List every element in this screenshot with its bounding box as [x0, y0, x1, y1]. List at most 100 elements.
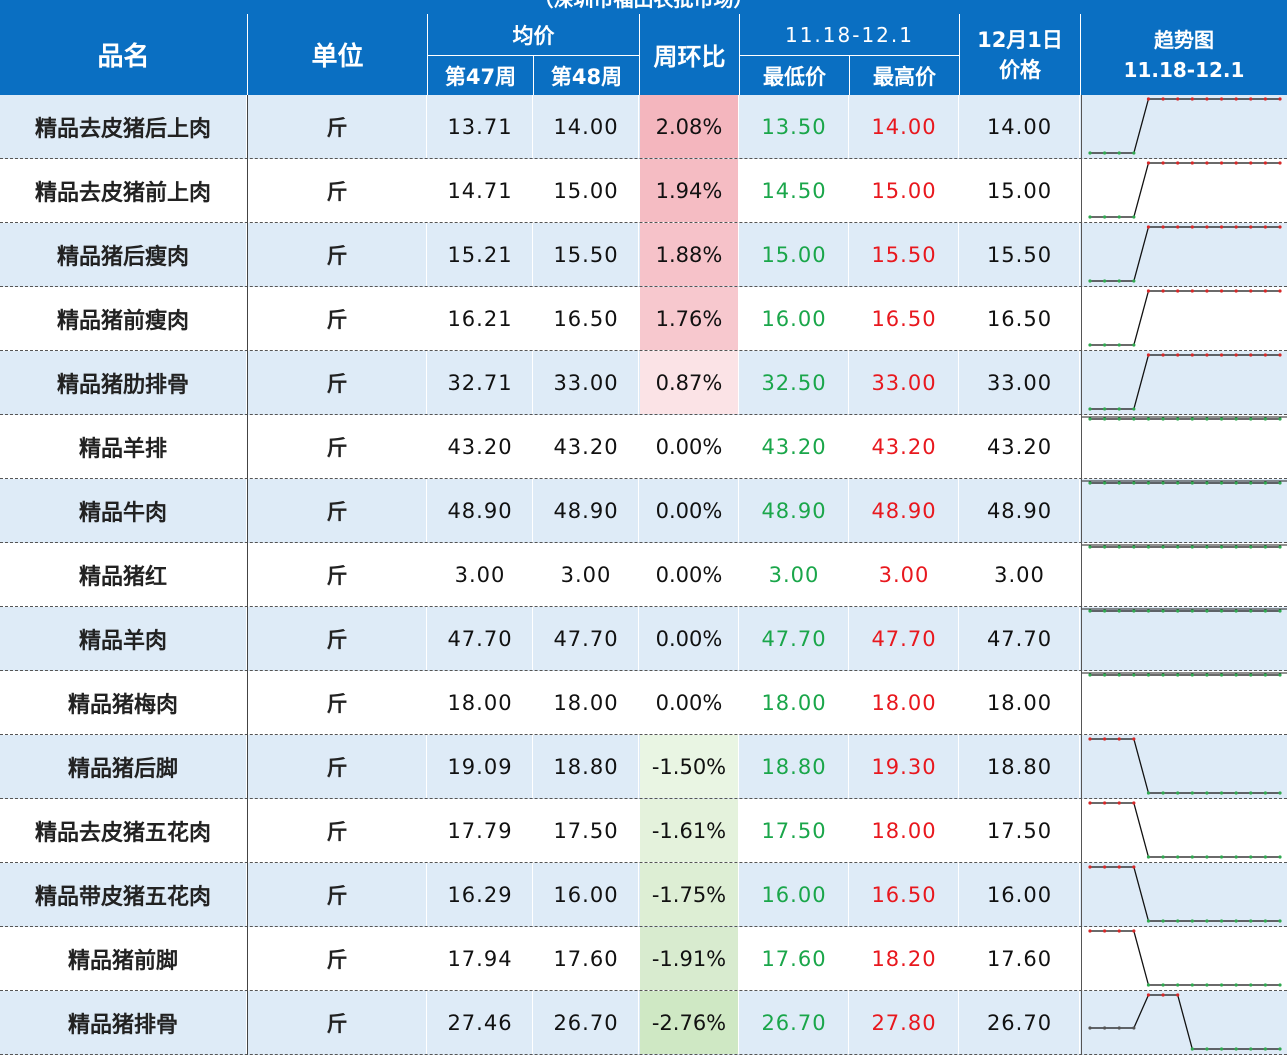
week47-price: 16.21: [428, 287, 533, 350]
week48-price: 14.00: [534, 95, 639, 158]
lowest-price: 13.50: [740, 95, 849, 158]
week-on-week-change: 0.00%: [640, 543, 739, 606]
lowest-price: 18.00: [740, 671, 849, 734]
trend-sparkline: [1081, 863, 1287, 926]
week47-price: 15.21: [428, 223, 533, 286]
unit-cell: 斤: [248, 607, 427, 670]
lowest-price: 43.20: [740, 415, 849, 478]
week-on-week-change: -1.50%: [640, 735, 739, 798]
header-unit: 单位: [311, 42, 364, 72]
unit-cell: 斤: [248, 351, 427, 414]
highest-price: 18.20: [850, 927, 959, 990]
product-name: 精品去皮猪前上肉: [0, 159, 247, 222]
dec1-price: 47.70: [960, 607, 1080, 670]
table-row: 精品猪后瘦肉斤 15.21 15.50 1.88% 15.00 15.50 15.50: [0, 223, 1287, 287]
trend-sparkline: [1081, 415, 1287, 478]
highest-price: 18.00: [850, 799, 959, 862]
table-row: 精品去皮猪五花肉斤 17.79 17.50 -1.61% 17.50 18.00 17.50: [0, 799, 1287, 863]
week47-price: 13.71: [428, 95, 533, 158]
dec1-price: 17.50: [960, 799, 1080, 862]
week47-price: 16.29: [428, 863, 533, 926]
trend-sparkline: [1081, 479, 1287, 542]
week-on-week-change: -1.75%: [640, 863, 739, 926]
product-name: 精品羊肉: [0, 607, 247, 670]
dec1-price: 18.80: [960, 735, 1080, 798]
header-week-on-week: 周环比: [653, 43, 726, 71]
highest-price: 19.30: [850, 735, 959, 798]
week48-price: 18.00: [534, 671, 639, 734]
week-on-week-change: 1.88%: [640, 223, 739, 286]
dec1-price: 43.20: [960, 415, 1080, 478]
table-row: 精品羊排斤 43.20 43.20 0.00% 43.20 43.20 43.20: [0, 415, 1287, 479]
table-row: 精品去皮猪前上肉斤 14.71 15.00 1.94% 14.50 15.00 15.00: [0, 159, 1287, 223]
trend-sparkline: [1081, 991, 1287, 1054]
product-name: 精品猪后瘦肉: [0, 223, 247, 286]
unit-cell: 斤: [248, 415, 427, 478]
highest-price: 3.00: [850, 543, 959, 606]
week48-price: 43.20: [534, 415, 639, 478]
table-body: 精品去皮猪后上肉斤 13.71 14.00 2.08% 13.50 14.00 14.00 精…: [0, 95, 1287, 1055]
week47-price: 48.90: [428, 479, 533, 542]
header-trend-chart: 趋势图 11.18-12.1: [1123, 27, 1245, 82]
table-row: 精品羊肉斤 47.70 47.70 0.00% 47.70 47.70 47.70: [0, 607, 1287, 671]
week47-price: 17.94: [428, 927, 533, 990]
highest-price: 18.00: [850, 671, 959, 734]
week-on-week-change: -2.76%: [640, 991, 739, 1054]
dec1-price: 16.00: [960, 863, 1080, 926]
product-name: 精品猪肋排骨: [0, 351, 247, 414]
product-name: 精品猪红: [0, 543, 247, 606]
week47-price: 14.71: [428, 159, 533, 222]
dec1-price: 3.00: [960, 543, 1080, 606]
table-row: 精品猪排骨斤 27.46 26.70 -2.76% 26.70 27.80 26.70: [0, 991, 1287, 1055]
week-on-week-change: 0.00%: [640, 479, 739, 542]
table-row: 精品猪后脚斤 19.09 18.80 -1.50% 18.80 19.30 18.80: [0, 735, 1287, 799]
trend-sparkline: [1081, 735, 1287, 798]
week47-price: 32.71: [428, 351, 533, 414]
table-row: 精品猪肋排骨斤 32.71 33.00 0.87% 32.50 33.00 33.00: [0, 351, 1287, 415]
week-on-week-change: 0.87%: [640, 351, 739, 414]
week48-price: 17.60: [534, 927, 639, 990]
dec1-price: 18.00: [960, 671, 1080, 734]
highest-price: 47.70: [850, 607, 959, 670]
table-row: 精品去皮猪后上肉斤 13.71 14.00 2.08% 13.50 14.00 14.00: [0, 95, 1287, 159]
week47-price: 19.09: [428, 735, 533, 798]
product-name: 精品羊排: [0, 415, 247, 478]
trend-sparkline: [1081, 799, 1287, 862]
week47-price: 17.79: [428, 799, 533, 862]
week-on-week-change: 2.08%: [640, 95, 739, 158]
lowest-price: 14.50: [740, 159, 849, 222]
highest-price: 15.50: [850, 223, 959, 286]
product-name: 精品猪前瘦肉: [0, 287, 247, 350]
trend-sparkline: [1081, 351, 1287, 414]
table-row: 精品猪红斤 3.00 3.00 0.00% 3.00 3.00 3.00: [0, 543, 1287, 607]
dec1-price: 33.00: [960, 351, 1080, 414]
week-on-week-change: 0.00%: [640, 607, 739, 670]
lowest-price: 47.70: [740, 607, 849, 670]
highest-price: 14.00: [850, 95, 959, 158]
week47-price: 47.70: [428, 607, 533, 670]
unit-cell: 斤: [248, 799, 427, 862]
unit-cell: 斤: [248, 223, 427, 286]
week-on-week-change: 0.00%: [640, 671, 739, 734]
trend-sparkline: [1081, 287, 1287, 350]
week48-price: 48.90: [534, 479, 639, 542]
unit-cell: 斤: [248, 991, 427, 1054]
lowest-price: 32.50: [740, 351, 849, 414]
header-lowest-price: 最低价: [763, 64, 826, 89]
unit-cell: 斤: [248, 159, 427, 222]
week48-price: 33.00: [534, 351, 639, 414]
unit-cell: 斤: [248, 95, 427, 158]
highest-price: 27.80: [850, 991, 959, 1054]
product-name: 精品猪前脚: [0, 927, 247, 990]
unit-cell: 斤: [248, 543, 427, 606]
lowest-price: 17.50: [740, 799, 849, 862]
table-row: 精品猪前瘦肉斤 16.21 16.50 1.76% 16.00 16.50 16.50: [0, 287, 1287, 351]
header-highest-price: 最高价: [873, 64, 936, 89]
week48-price: 15.50: [534, 223, 639, 286]
trend-sparkline: [1081, 927, 1287, 990]
product-name: 精品猪排骨: [0, 991, 247, 1054]
unit-cell: 斤: [248, 735, 427, 798]
header-name: 品名: [97, 42, 150, 72]
dec1-price: 17.60: [960, 927, 1080, 990]
lowest-price: 48.90: [740, 479, 849, 542]
